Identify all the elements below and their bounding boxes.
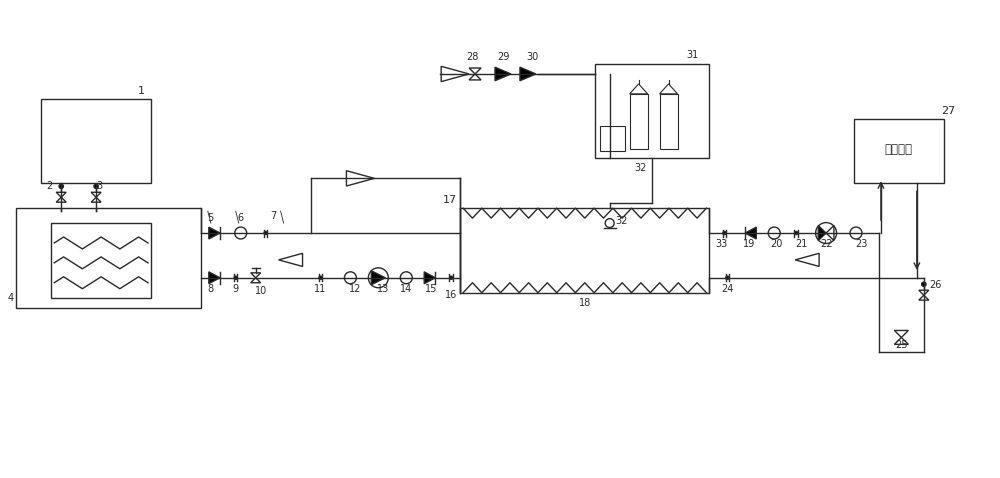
Polygon shape xyxy=(894,330,908,337)
Circle shape xyxy=(59,184,63,188)
Bar xyxy=(16,208,201,308)
Bar xyxy=(854,119,944,184)
Polygon shape xyxy=(919,290,929,295)
Text: 18: 18 xyxy=(579,298,591,308)
Text: 14: 14 xyxy=(400,283,412,293)
Text: 28: 28 xyxy=(466,52,478,62)
Bar xyxy=(51,223,151,298)
Polygon shape xyxy=(346,171,374,186)
Text: 3: 3 xyxy=(96,181,102,191)
Polygon shape xyxy=(818,226,826,240)
Polygon shape xyxy=(469,68,481,74)
Polygon shape xyxy=(795,253,819,266)
Bar xyxy=(41,99,151,184)
Text: 25: 25 xyxy=(895,340,908,350)
Text: 24: 24 xyxy=(721,283,734,293)
Polygon shape xyxy=(660,84,678,94)
Polygon shape xyxy=(424,272,435,283)
Polygon shape xyxy=(826,226,834,240)
Bar xyxy=(630,94,648,149)
Polygon shape xyxy=(495,67,511,81)
Text: 末端用户: 末端用户 xyxy=(885,143,913,156)
Text: 15: 15 xyxy=(425,283,437,293)
Text: 17: 17 xyxy=(443,195,457,205)
Text: 1: 1 xyxy=(137,86,144,96)
Circle shape xyxy=(922,282,926,286)
Text: 13: 13 xyxy=(377,283,389,293)
Text: 31: 31 xyxy=(686,50,698,60)
Polygon shape xyxy=(919,295,929,300)
Text: 33: 33 xyxy=(715,239,728,249)
Polygon shape xyxy=(745,227,756,239)
Circle shape xyxy=(726,276,729,280)
Text: 11: 11 xyxy=(314,283,327,293)
Polygon shape xyxy=(251,278,261,283)
Circle shape xyxy=(723,231,726,235)
Circle shape xyxy=(319,276,322,280)
Polygon shape xyxy=(520,67,536,81)
Polygon shape xyxy=(91,197,101,202)
Text: 22: 22 xyxy=(820,239,832,249)
Polygon shape xyxy=(251,273,261,278)
Polygon shape xyxy=(371,271,385,285)
Text: 16: 16 xyxy=(445,290,457,300)
Polygon shape xyxy=(56,197,66,202)
Polygon shape xyxy=(91,192,101,197)
Text: 21: 21 xyxy=(795,239,807,249)
Text: 9: 9 xyxy=(233,283,239,293)
Bar xyxy=(600,126,625,151)
Text: 8: 8 xyxy=(208,283,214,293)
Bar xyxy=(460,208,709,293)
Circle shape xyxy=(449,276,453,280)
Text: 32: 32 xyxy=(615,216,628,226)
Text: 32: 32 xyxy=(634,163,647,174)
Polygon shape xyxy=(56,192,66,197)
Polygon shape xyxy=(441,66,469,82)
Polygon shape xyxy=(894,337,908,344)
Text: 26: 26 xyxy=(930,280,942,290)
Text: 30: 30 xyxy=(527,52,539,62)
Text: 20: 20 xyxy=(770,239,782,249)
Text: 23: 23 xyxy=(855,239,867,249)
Polygon shape xyxy=(209,227,220,239)
Circle shape xyxy=(794,231,798,235)
Polygon shape xyxy=(209,272,220,283)
Text: 6: 6 xyxy=(238,213,244,223)
Polygon shape xyxy=(279,253,303,266)
Bar xyxy=(660,94,678,149)
Text: 5: 5 xyxy=(208,213,214,223)
Circle shape xyxy=(264,231,267,235)
Text: 7: 7 xyxy=(271,211,277,221)
Text: 27: 27 xyxy=(942,106,956,116)
Bar xyxy=(595,64,709,159)
Text: 29: 29 xyxy=(497,52,509,62)
Circle shape xyxy=(234,276,238,280)
Polygon shape xyxy=(469,74,481,80)
Polygon shape xyxy=(630,84,648,94)
Text: 12: 12 xyxy=(349,283,362,293)
Text: 4: 4 xyxy=(7,293,13,303)
Circle shape xyxy=(94,184,98,188)
Text: 10: 10 xyxy=(255,286,267,296)
Text: 2: 2 xyxy=(46,181,52,191)
Text: 19: 19 xyxy=(743,239,755,249)
